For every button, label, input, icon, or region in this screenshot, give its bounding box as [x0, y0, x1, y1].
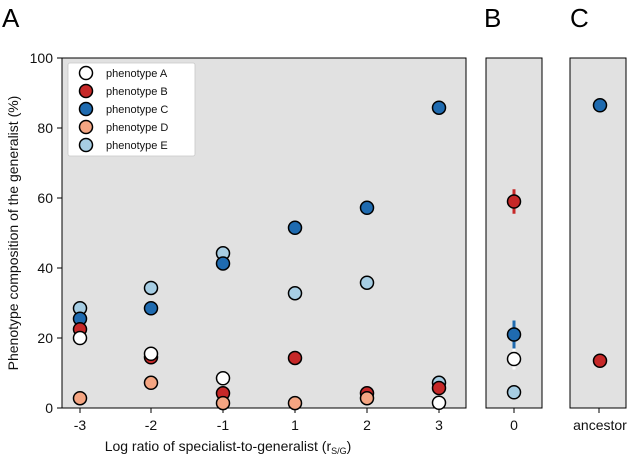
x-axis-ticks: -3 -2 -1 1 2 3	[74, 408, 443, 433]
point-phenotype-a	[72, 330, 88, 346]
panel-c-data-points	[592, 98, 608, 368]
legend-label: phenotype A	[106, 68, 168, 80]
y-axis-ticks: 0 20 40 60 80 100	[30, 50, 62, 416]
y-tick-label: 0	[45, 400, 53, 416]
point-phenotype-c	[215, 256, 231, 271]
panel-label-b: B	[484, 3, 501, 33]
point-phenotype-c	[143, 301, 159, 316]
point-phenotype-d	[72, 390, 88, 406]
point-phenotype-b	[592, 353, 608, 368]
point-phenotype-e	[359, 275, 375, 290]
x-tick-label: 3	[435, 417, 443, 433]
x-tick-label: 2	[363, 417, 371, 433]
panel-label-c: C	[570, 3, 589, 33]
x-tick-label: -3	[74, 417, 87, 433]
legend-label: phenotype B	[106, 86, 168, 98]
point-phenotype-a	[215, 371, 231, 386]
point-phenotype-c	[359, 200, 375, 216]
legend-label: phenotype E	[106, 140, 168, 152]
legend-marker-phenotype-c	[78, 101, 94, 117]
point-phenotype-b	[506, 194, 522, 209]
y-axis-label: Phenotype composition of the generalist …	[5, 96, 21, 371]
point-phenotype-c	[506, 327, 522, 342]
x-tick-label: -1	[217, 417, 230, 433]
point-phenotype-e	[143, 280, 159, 296]
point-phenotype-a	[506, 351, 522, 367]
point-phenotype-a	[143, 346, 159, 361]
y-tick-label: 80	[37, 120, 53, 136]
legend-marker-phenotype-b	[78, 83, 94, 99]
x-axis-label: Log ratio of specialist-to-generalist (r…	[105, 438, 352, 456]
legend-marker-phenotype-a	[78, 65, 94, 81]
panel-c-x-tick-label: ancestor	[573, 417, 627, 433]
legend-marker-phenotype-e	[78, 137, 94, 153]
point-phenotype-d	[287, 395, 303, 411]
point-phenotype-c	[431, 100, 447, 115]
point-phenotype-c	[287, 220, 303, 235]
point-phenotype-c	[592, 98, 608, 113]
y-tick-label: 40	[37, 260, 53, 276]
panel-c-plot-area	[569, 57, 627, 409]
y-tick-label: 100	[30, 50, 54, 66]
legend-label: phenotype D	[106, 122, 168, 134]
point-phenotype-e	[506, 385, 522, 400]
legend: phenotype A phenotype B phenotype C phen…	[67, 62, 196, 157]
legend-marker-phenotype-d	[78, 119, 94, 135]
x-tick-label: 1	[291, 417, 299, 433]
point-phenotype-b	[431, 380, 447, 396]
point-phenotype-a	[431, 395, 447, 410]
y-tick-label: 20	[37, 330, 53, 346]
panel-b-x-tick-label: 0	[510, 417, 518, 433]
point-phenotype-b	[287, 350, 303, 366]
panel-label-a: A	[2, 3, 20, 33]
point-phenotype-d	[215, 395, 231, 411]
panel-a-data-points	[72, 100, 447, 411]
x-tick-label: -2	[145, 417, 158, 433]
y-tick-label: 60	[37, 190, 53, 206]
point-phenotype-d	[359, 390, 375, 406]
legend-label: phenotype C	[106, 104, 168, 116]
legend-box	[67, 62, 196, 157]
point-phenotype-d	[143, 375, 159, 391]
point-phenotype-e	[287, 285, 303, 301]
panel-b-data-points	[506, 189, 522, 400]
